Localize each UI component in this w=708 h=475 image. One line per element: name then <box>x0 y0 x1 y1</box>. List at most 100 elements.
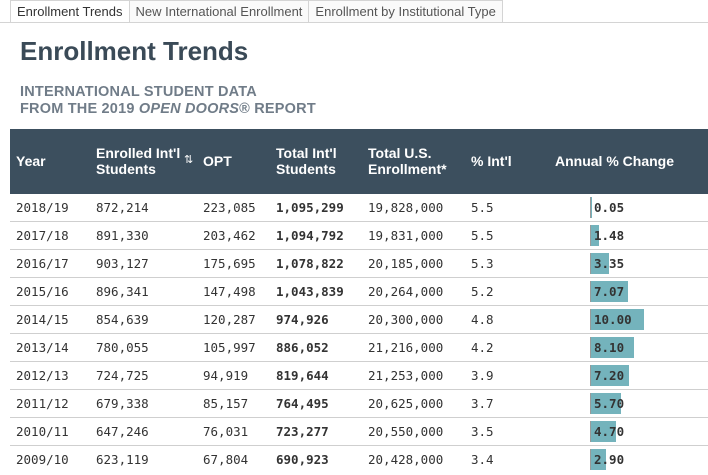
total-cell: 690,923 <box>276 452 329 467</box>
enrolled-cell: 903,127 <box>96 256 149 271</box>
change-axis-line <box>590 337 591 358</box>
pct-intl-cell: 3.9 <box>471 368 494 383</box>
total-cell: 886,052 <box>276 340 329 355</box>
year-cell: 2017/18 <box>16 228 69 243</box>
pct-intl-cell: 5.5 <box>471 228 494 243</box>
col-header-total-line2: Students <box>276 161 336 177</box>
annual-change-bar <box>591 449 606 470</box>
pct-intl-cell: 5.5 <box>471 200 494 215</box>
change-axis-line <box>590 197 591 218</box>
annual-change-label: 0.05 <box>594 200 625 215</box>
annual-change-label: 7.20 <box>594 368 625 383</box>
total-cell: 1,094,792 <box>276 228 344 243</box>
annual-change-bar <box>591 253 609 274</box>
table-row: 2017/18 891,330 203,462 1,094,792 19,831,000… <box>10 222 708 250</box>
col-header-us-line1: Total U.S. <box>368 145 432 161</box>
us-enrollment-cell: 20,264,000 <box>368 284 444 299</box>
opt-cell: 175,695 <box>203 256 256 271</box>
col-header-total[interactable]: Total Int'l Students <box>276 145 337 177</box>
enrolled-cell: 854,639 <box>96 312 149 327</box>
sort-icon[interactable]: ⇅ <box>184 154 194 166</box>
page-title: Enrollment Trends <box>20 36 249 66</box>
year-cell: 2010/11 <box>16 424 69 439</box>
change-axis-line <box>590 225 591 246</box>
tab-bar: Enrollment Trends New International Enro… <box>10 0 503 23</box>
change-axis-line <box>590 309 591 330</box>
annual-change-label: 7.07 <box>594 284 625 299</box>
tab-enrollment-by-institutional-type[interactable]: Enrollment by Institutional Type <box>309 0 503 23</box>
table-row: 2011/12 679,338 85,157 764,495 20,625,000 3.7… <box>10 390 708 418</box>
change-axis-line <box>590 365 591 386</box>
col-header-pct-intl[interactable]: % Int'l <box>471 153 512 169</box>
year-cell: 2013/14 <box>16 340 69 355</box>
us-enrollment-cell: 20,428,000 <box>368 452 444 467</box>
tab-enrollment-trends[interactable]: Enrollment Trends <box>10 0 130 23</box>
year-cell: 2014/15 <box>16 312 69 327</box>
table-row: 2014/15 854,639 120,287 974,926 20,300,000 4.… <box>10 306 708 334</box>
col-header-year[interactable]: Year <box>16 153 46 169</box>
col-header-us-enrollment[interactable]: Total U.S. Enrollment* <box>368 145 447 177</box>
year-cell: 2018/19 <box>16 200 69 215</box>
col-header-enrolled[interactable]: Enrolled Int'l Students <box>96 145 180 177</box>
opt-cell: 76,031 <box>203 424 249 439</box>
annual-change-bar <box>591 281 628 302</box>
year-cell: 2012/13 <box>16 368 69 383</box>
table-row: 2015/16 896,341 147,498 1,043,839 20,264,000… <box>10 278 708 306</box>
us-enrollment-cell: 20,625,000 <box>368 396 444 411</box>
table-row: 2010/11 647,246 76,031 723,277 20,550,000 3.5… <box>10 418 708 446</box>
annual-change-label: 1.48 <box>594 228 625 243</box>
annual-change-bar <box>591 309 644 330</box>
col-header-opt[interactable]: OPT <box>203 153 232 169</box>
subtitle-line-2: FROM THE 2019 OPEN DOORS® REPORT <box>20 101 316 117</box>
us-enrollment-cell: 21,216,000 <box>368 340 444 355</box>
enrolled-cell: 872,214 <box>96 200 149 215</box>
us-enrollment-cell: 20,550,000 <box>368 424 444 439</box>
pct-intl-cell: 3.5 <box>471 424 494 439</box>
opt-cell: 223,085 <box>203 200 256 215</box>
subtitle-suffix: ® REPORT <box>239 101 316 117</box>
annual-change-label: 5.70 <box>594 396 625 411</box>
enrolled-cell: 647,246 <box>96 424 149 439</box>
enrolled-cell: 724,725 <box>96 368 149 383</box>
enrolled-cell: 891,330 <box>96 228 149 243</box>
col-header-enrolled-line2: Students <box>96 161 156 177</box>
tab-new-international-enrollment[interactable]: New International Enrollment <box>129 0 310 23</box>
total-cell: 819,644 <box>276 368 329 383</box>
opt-cell: 203,462 <box>203 228 256 243</box>
change-axis-line <box>590 281 591 302</box>
total-cell: 764,495 <box>276 396 329 411</box>
subtitle-report-name: OPEN DOORS <box>138 101 240 117</box>
pct-intl-cell: 4.8 <box>471 312 494 327</box>
subtitle-line-1: INTERNATIONAL STUDENT DATA <box>20 84 257 100</box>
total-cell: 1,043,839 <box>276 284 344 299</box>
opt-cell: 67,804 <box>203 452 249 467</box>
annual-change-label: 2.90 <box>594 452 625 467</box>
pct-intl-cell: 3.4 <box>471 452 494 467</box>
us-enrollment-cell: 19,828,000 <box>368 200 444 215</box>
opt-cell: 85,157 <box>203 396 249 411</box>
annual-change-label: 4.70 <box>594 424 625 439</box>
annual-change-label: 10.00 <box>594 312 632 327</box>
total-cell: 1,078,822 <box>276 256 344 271</box>
annual-change-label: 8.10 <box>594 340 625 355</box>
enrolled-cell: 623,119 <box>96 452 149 467</box>
total-cell: 723,277 <box>276 424 329 439</box>
change-axis-line <box>590 449 591 470</box>
total-cell: 1,095,299 <box>276 200 344 215</box>
us-enrollment-cell: 20,185,000 <box>368 256 444 271</box>
annual-change-bar <box>591 393 621 414</box>
pct-intl-cell: 4.2 <box>471 340 494 355</box>
change-axis-line <box>590 421 591 442</box>
col-header-annual-change[interactable]: Annual % Change <box>555 153 675 169</box>
enrolled-cell: 780,055 <box>96 340 149 355</box>
opt-cell: 147,498 <box>203 284 256 299</box>
us-enrollment-cell: 19,831,000 <box>368 228 444 243</box>
pct-intl-cell: 3.7 <box>471 396 494 411</box>
opt-cell: 94,919 <box>203 368 249 383</box>
table-row: 2012/13 724,725 94,919 819,644 21,253,000 3.9… <box>10 362 708 390</box>
enrolled-cell: 679,338 <box>96 396 149 411</box>
table-row: 2016/17 903,127 175,695 1,078,822 20,185,000… <box>10 250 708 278</box>
year-cell: 2011/12 <box>16 396 69 411</box>
opt-cell: 120,287 <box>203 312 256 327</box>
pct-intl-cell: 5.2 <box>471 284 494 299</box>
